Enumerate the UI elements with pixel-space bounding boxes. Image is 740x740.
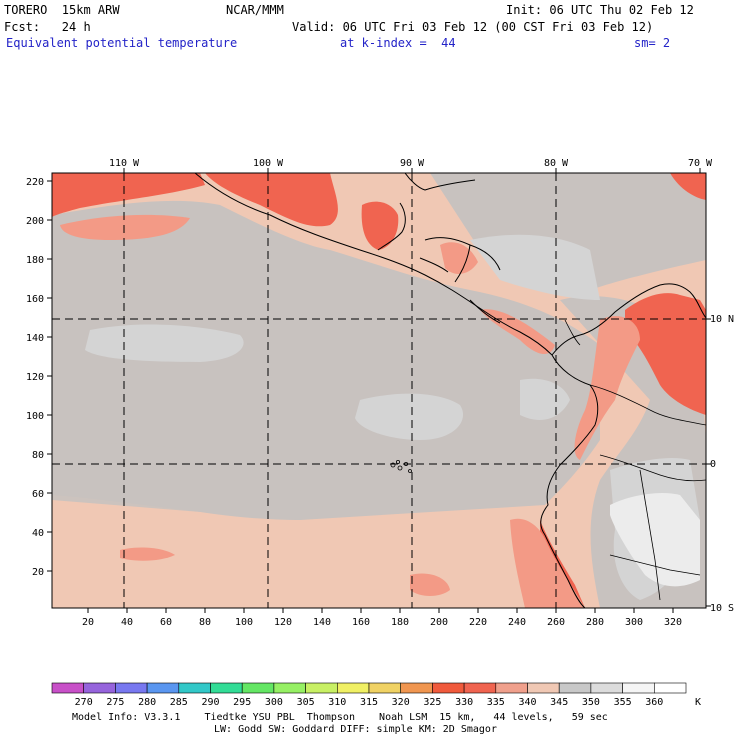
colorbar-swatch — [146, 682, 180, 694]
x-tick-label: 200 — [430, 617, 448, 628]
lon-label-80w: 80 W — [544, 158, 569, 169]
colorbar-label: 295 — [233, 697, 251, 708]
lat-lon-grid — [52, 173, 706, 608]
colorbar-label: 360 — [645, 697, 663, 708]
x-tick-label: 80 — [199, 617, 211, 628]
x-tick-label: 240 — [508, 617, 526, 628]
lon-label-100w: 100 W — [253, 158, 284, 169]
lat-label-10s: 10 S — [710, 603, 734, 614]
colorbar-label: 315 — [360, 697, 378, 708]
field-name: Equivalent potential temperature — [6, 36, 238, 50]
x-tick-label: 300 — [625, 617, 643, 628]
x-tick-label: 260 — [547, 617, 565, 628]
colorbar-swatch — [115, 682, 148, 694]
colorbar-label: 345 — [550, 697, 568, 708]
footer-physics-info: LW: Godd SW: Goddard DIFF: simple KM: 2D… — [214, 724, 497, 735]
y-tick-label: 20 — [32, 567, 44, 578]
x-tick-label: 320 — [664, 617, 682, 628]
x-tick-label: 140 — [313, 617, 331, 628]
colorbar-label: 300 — [265, 697, 283, 708]
y-tick-label: 160 — [26, 294, 44, 305]
x-tick-label: 160 — [352, 617, 370, 628]
lon-label-90w: 90 W — [400, 158, 425, 169]
lat-label-10n: 10 N — [710, 314, 734, 325]
colorbar-unit: K — [695, 697, 701, 708]
y-tick-label: 60 — [32, 489, 44, 500]
colorbar-label: 305 — [297, 697, 315, 708]
map-frame — [51, 172, 707, 609]
colorbar-label: 310 — [328, 697, 346, 708]
top-ticks — [123, 168, 701, 173]
x-tick-label: 60 — [160, 617, 172, 628]
y-tick-label: 200 — [26, 216, 44, 227]
colorbar-swatch — [178, 682, 211, 694]
map-plot-area — [52, 173, 706, 608]
theta-e-330-335-region — [52, 173, 706, 608]
init-time: Init: 06 UTC Thu 02 Feb 12 — [506, 3, 694, 17]
colorbar-label: 275 — [106, 697, 124, 708]
x-tick-label: 120 — [274, 617, 292, 628]
colorbar-label: 325 — [423, 697, 441, 708]
x-tick-label: 40 — [121, 617, 133, 628]
left-ticks — [47, 180, 52, 572]
colorbar-swatch — [495, 682, 528, 694]
lon-label-110w: 110 W — [109, 158, 140, 169]
colorbar-swatch — [463, 682, 497, 694]
colorbar-swatch — [432, 682, 465, 694]
center-name: NCAR/MMM — [226, 3, 284, 17]
colorbar-label: 335 — [487, 697, 505, 708]
x-tick-label: 280 — [586, 617, 604, 628]
y-tick-label: 40 — [32, 528, 44, 539]
x-tick-label: 20 — [82, 617, 94, 628]
y-tick-label: 120 — [26, 372, 44, 383]
y-tick-label: 220 — [26, 177, 44, 188]
colorbar-swatch — [622, 682, 655, 694]
model-name: TORERO 15km ARW — [4, 3, 120, 17]
colorbar-label: 285 — [170, 697, 188, 708]
colorbar-labels: K 270 275 280 285 290 295 300 305 310 315 320 325 33… — [75, 697, 701, 708]
smoothing-info: sm= 2 — [634, 36, 671, 50]
level-info: at k-index = 44 — [340, 36, 456, 50]
colorbar-label: 330 — [455, 697, 473, 708]
colorbar-swatch — [241, 682, 275, 694]
x-tick-label: 220 — [469, 617, 487, 628]
y-tick-label: 80 — [32, 450, 44, 461]
colorbar-label: 280 — [138, 697, 156, 708]
footer-model-info: Model Info: V3.3.1 Tiedtke YSU PBL Thomp… — [72, 712, 608, 723]
y-tick-label: 140 — [26, 333, 44, 344]
colorbar-label: 340 — [518, 697, 536, 708]
colorbar-swatch — [210, 682, 243, 694]
right-ticks — [706, 318, 711, 607]
colorbar-label: 350 — [582, 697, 600, 708]
x-tick-label: 100 — [235, 617, 253, 628]
colorbar-swatch — [527, 682, 560, 694]
valid-time: Valid: 06 UTC Fri 03 Feb 12 (00 CST Fri … — [292, 20, 654, 34]
colorbar-swatch — [558, 682, 592, 694]
colorbar — [51, 682, 687, 694]
colorbar-swatch — [305, 682, 338, 694]
colorbar-label: 320 — [392, 697, 410, 708]
country-borders — [564, 319, 706, 601]
theta-e-355-360-region — [610, 493, 700, 587]
colorbar-swatch — [273, 682, 306, 694]
colorbar-swatch — [400, 682, 433, 694]
colorbar-label: 355 — [614, 697, 632, 708]
colorbar-swatch — [653, 682, 687, 694]
colorbar-swatch — [51, 682, 85, 694]
theta-e-335-340-region — [60, 214, 640, 608]
colorbar-swatch — [83, 682, 116, 694]
y-tick-label: 180 — [26, 255, 44, 266]
colorbar-label: 270 — [75, 697, 93, 708]
lon-label-70w: 70 W — [688, 158, 713, 169]
colorbar-swatch — [590, 682, 623, 694]
colorbar-swatch — [368, 682, 402, 694]
colorbar-label: 290 — [201, 697, 219, 708]
colorbar-swatch — [336, 682, 370, 694]
y-tick-label: 100 — [26, 411, 44, 422]
lat-label-0: 0 — [710, 459, 716, 470]
x-tick-label: 180 — [391, 617, 409, 628]
forecast-hour: Fcst: 24 h — [4, 20, 91, 34]
bottom-ticks — [87, 608, 674, 613]
